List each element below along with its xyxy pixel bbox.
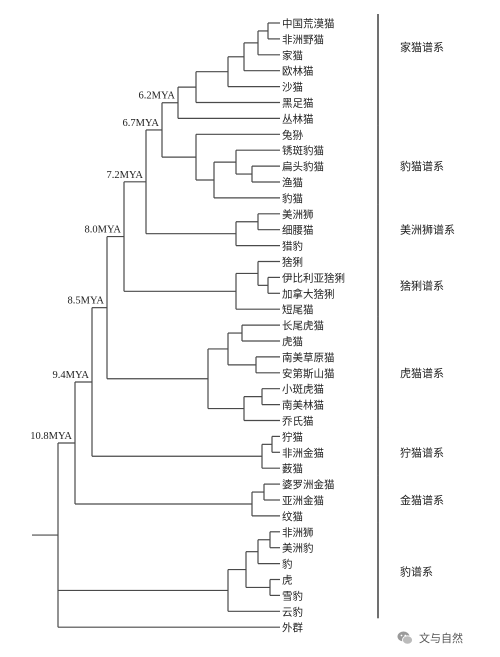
species-label: 豹猫 <box>282 192 303 205</box>
lineage-label: 美洲狮谱系 <box>400 223 455 237</box>
lineage-label: 猞猁谱系 <box>400 278 444 292</box>
species-label: 婆罗洲金猫 <box>282 478 335 491</box>
species-label: 丛林猫 <box>282 112 314 125</box>
species-label: 黑足猫 <box>282 97 314 110</box>
species-label: 南美草原猫 <box>282 351 335 364</box>
species-label: 虎 <box>282 575 293 587</box>
species-label: 纹猫 <box>282 510 303 523</box>
wechat-icon <box>397 631 413 645</box>
lineage-label: 虎猫谱系 <box>400 366 444 380</box>
species-label: 云豹 <box>282 605 303 618</box>
species-label: 安第斯山猫 <box>282 367 335 380</box>
watermark-text: 文与自然 <box>419 632 463 645</box>
species-label: 长尾虎猫 <box>282 319 324 332</box>
species-label: 美洲狮 <box>282 208 314 221</box>
species-label: 非洲狮 <box>282 526 314 539</box>
species-label: 非洲金猫 <box>282 446 324 459</box>
lineage-label: 家猫谱系 <box>400 40 444 54</box>
lineage-label: 狞猫谱系 <box>400 445 444 459</box>
node-age-label: 7.2MYA <box>107 170 144 181</box>
species-label: 猎豹 <box>282 240 303 253</box>
species-label: 虎猫 <box>282 335 303 348</box>
node-age-label: 6.7MYA <box>123 118 160 129</box>
node-age-label: 8.5MYA <box>68 296 105 307</box>
species-label: 狞猫 <box>282 430 303 443</box>
lineage-label: 豹谱系 <box>400 565 433 579</box>
species-label: 欧林猫 <box>282 65 314 78</box>
species-label: 伊比利亚猞猁 <box>282 271 345 284</box>
species-label: 美洲豹 <box>282 542 314 555</box>
species-label: 亚洲金猫 <box>282 494 324 507</box>
species-label: 加拿大猞猁 <box>282 287 335 300</box>
species-label: 细腰猫 <box>282 224 314 237</box>
species-label: 扁头豹猫 <box>282 160 324 173</box>
species-label: 雪豹 <box>282 589 303 602</box>
watermark: 文与自然 <box>396 627 463 649</box>
node-age-label: 8.0MYA <box>85 225 122 236</box>
species-label: 家猫 <box>282 49 303 62</box>
node-age-label: 6.2MYA <box>139 91 176 102</box>
node-age-label: 10.8MYA <box>30 431 72 442</box>
species-label: 豹 <box>282 558 293 571</box>
species-label: 渔猫 <box>282 176 303 189</box>
species-label: 非洲野猫 <box>282 33 324 46</box>
lineage-label: 金猫谱系 <box>400 493 444 507</box>
node-age-label: 9.4MYA <box>53 370 90 381</box>
species-label: 薮猫 <box>282 462 303 475</box>
species-label: 猞猁 <box>282 256 303 269</box>
species-label: 南美林猫 <box>282 399 324 412</box>
species-label: 中国荒漠猫 <box>282 17 335 30</box>
species-label: 兔狲 <box>282 128 303 141</box>
species-label: 乔氏猫 <box>282 415 314 428</box>
species-label: 外群 <box>282 621 303 634</box>
lineage-label: 豹猫谱系 <box>400 159 444 173</box>
species-label: 小斑虎猫 <box>282 383 324 396</box>
species-label: 短尾猫 <box>282 303 314 316</box>
species-label: 锈斑豹猫 <box>282 144 324 157</box>
species-label: 沙猫 <box>282 81 303 94</box>
